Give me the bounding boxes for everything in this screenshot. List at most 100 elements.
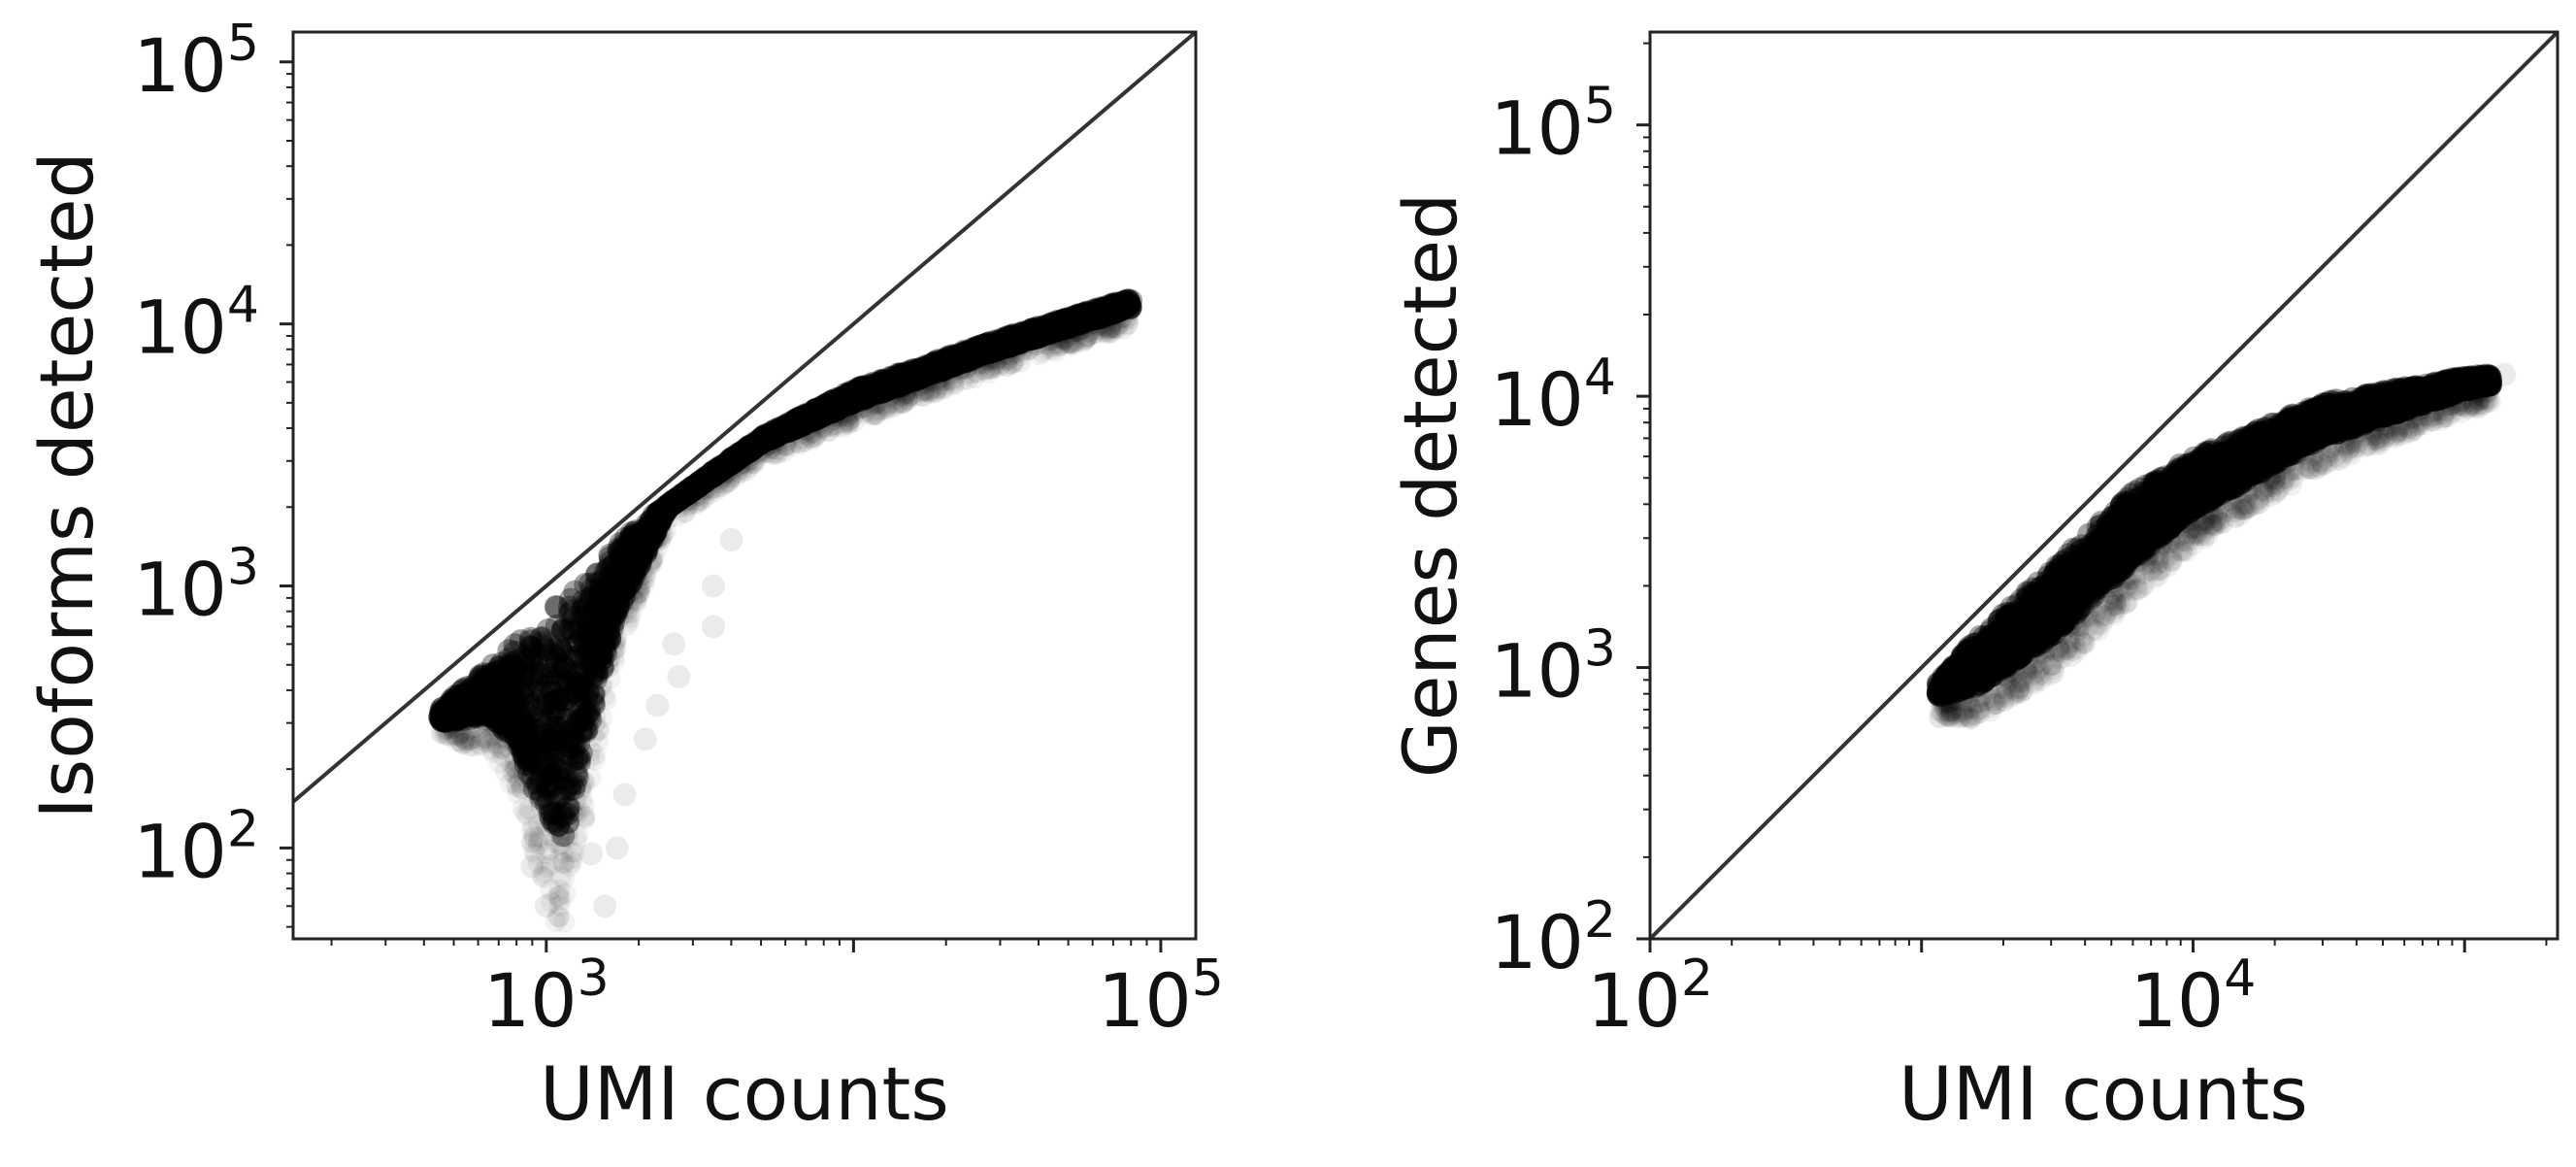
scatter-point: [713, 464, 736, 485]
scatter-point: [912, 368, 935, 390]
scatter-point: [472, 713, 494, 735]
scatter-point: [482, 741, 505, 763]
scatter-point: [523, 781, 545, 803]
scatter-point: [455, 729, 478, 751]
scatter-point: [446, 723, 469, 746]
scatter-point: [877, 385, 900, 408]
scatter-point: [687, 488, 710, 511]
scatter-point: [626, 584, 648, 607]
scatter-point: [1074, 328, 1096, 350]
scatter-point: [913, 380, 936, 402]
scatter-point: [708, 476, 730, 498]
scatter-point: [890, 363, 914, 387]
scatter-point: [492, 727, 514, 749]
scatter-point: [864, 404, 886, 426]
scatter-point: [949, 357, 972, 380]
scatter-point: [917, 381, 940, 403]
scatter-point: [766, 429, 788, 451]
scatter-point: [933, 378, 955, 400]
scatter-point: [940, 363, 962, 385]
scatter-point: [544, 830, 566, 852]
scatter-point: [683, 483, 706, 505]
scatter-point: [730, 461, 752, 483]
scatter-point: [861, 385, 883, 408]
scatter-point: [822, 409, 844, 431]
scatter-point: [995, 343, 1017, 365]
scatter-point: [732, 451, 754, 474]
scatter-point: [713, 465, 736, 487]
scatter-point: [741, 452, 762, 475]
scatter-point: [535, 815, 557, 837]
scatter-point: [789, 418, 811, 441]
scatter-point: [949, 358, 972, 381]
scatter-point: [974, 347, 997, 368]
scatter-point: [616, 615, 639, 637]
scatter-point: [1058, 322, 1080, 345]
scatter-point: [1066, 329, 1088, 351]
scatter-point: [830, 398, 852, 420]
scatter-point: [837, 413, 859, 435]
scatter-point: [1046, 326, 1069, 349]
scatter-point: [793, 406, 817, 430]
scatter-point: [1076, 325, 1099, 348]
scatter-point: [748, 440, 771, 462]
scatter-point: [645, 693, 670, 717]
scatter-point: [570, 777, 592, 799]
scatter-point: [886, 394, 908, 417]
scatter-point: [559, 719, 583, 743]
scatter-point: [1068, 318, 1090, 341]
scatter-point: [927, 378, 949, 399]
scatter-point: [579, 767, 602, 789]
scatter-point: [716, 460, 739, 483]
scatter-point: [759, 437, 781, 459]
scatter-point: [857, 396, 879, 418]
scatter-point: [534, 810, 555, 832]
scatter-point: [1053, 329, 1075, 351]
scatter-point: [511, 778, 533, 799]
scatter-point: [644, 531, 667, 552]
scatter-point: [981, 347, 1003, 369]
scatter-point: [742, 452, 764, 475]
scatter-point: [478, 709, 500, 731]
scatter-point: [476, 730, 498, 752]
scatter-point: [970, 352, 992, 375]
scatter-point: [1043, 333, 1066, 355]
scatter-point: [941, 371, 964, 393]
scatter-point: [757, 433, 779, 455]
scatter-point: [879, 383, 902, 406]
scatter-point: [801, 428, 823, 450]
scatter-point: [595, 688, 617, 711]
scatter-point: [978, 350, 1001, 372]
scatter-point: [552, 842, 575, 864]
scatter-point: [926, 352, 950, 377]
scatter-point: [1082, 313, 1105, 335]
scatter-point: [597, 656, 619, 679]
scatter-point: [838, 402, 860, 424]
scatter-point: [701, 468, 723, 490]
scatter-point: [435, 723, 457, 746]
scatter-point: [667, 665, 691, 689]
scatter-point: [536, 856, 558, 879]
scatter-point: [453, 720, 476, 743]
scatter-point: [901, 385, 923, 408]
scatter-point: [579, 842, 604, 866]
scatter-point: [846, 399, 869, 421]
scatter-point: [453, 727, 476, 750]
scatter-point: [699, 464, 723, 488]
scatter-point: [1011, 339, 1034, 361]
scatter-point: [830, 402, 851, 424]
scatter-point: [743, 449, 765, 471]
scatter-point: [512, 797, 534, 819]
scatter-point: [915, 369, 937, 391]
scatter-point: [1058, 331, 1080, 353]
scatter-point: [1047, 335, 1070, 357]
scatter-point: [1031, 342, 1053, 363]
scatter-point: [773, 441, 795, 463]
scatter-point: [893, 379, 915, 401]
scatter-point: [466, 727, 488, 750]
scatter-point: [627, 573, 649, 595]
scatter-point: [1081, 314, 1104, 336]
scatter-point: [852, 402, 875, 424]
scatter-point: [1067, 320, 1089, 343]
scatter-point: [767, 429, 789, 451]
